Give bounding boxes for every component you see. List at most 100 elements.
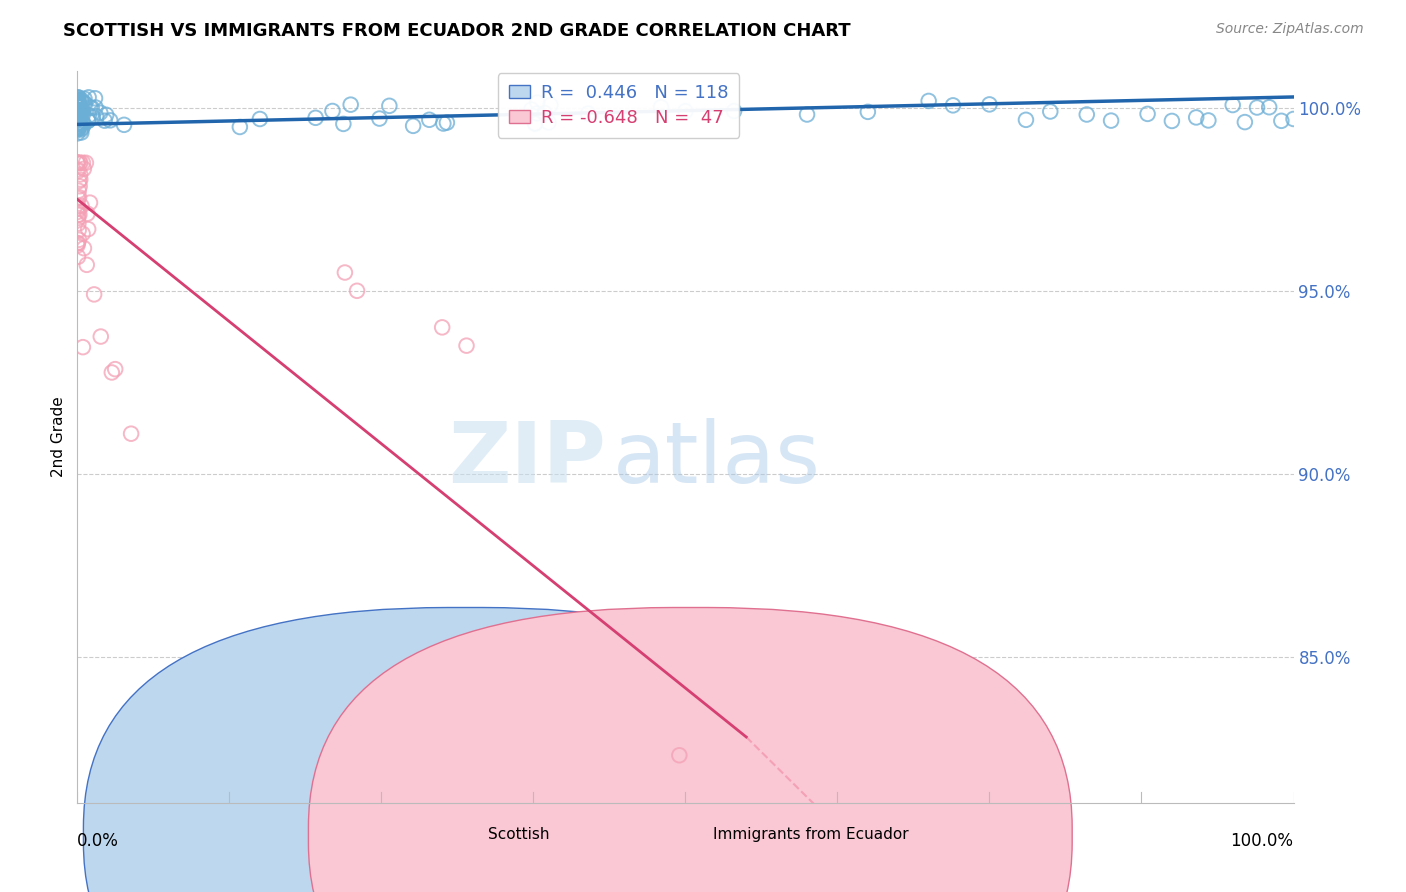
Point <box>524 117 547 131</box>
Point <box>1222 98 1244 112</box>
Point <box>346 284 368 298</box>
Point <box>1233 115 1256 129</box>
Point <box>84 109 107 123</box>
Point <box>67 120 90 135</box>
Point <box>96 108 118 122</box>
Point <box>333 266 356 280</box>
Point <box>533 106 555 120</box>
Point <box>70 106 93 120</box>
Point <box>80 101 103 115</box>
Point <box>101 366 124 380</box>
Y-axis label: 2nd Grade: 2nd Grade <box>51 397 66 477</box>
Point <box>321 103 343 118</box>
Point <box>93 113 115 128</box>
Point <box>77 90 100 104</box>
Point <box>67 190 90 204</box>
Point <box>69 168 91 182</box>
Point <box>1197 113 1219 128</box>
Point <box>66 97 89 112</box>
Text: Source: ZipAtlas.com: Source: ZipAtlas.com <box>1216 22 1364 37</box>
Point <box>79 195 101 210</box>
Point <box>66 93 89 107</box>
Point <box>436 115 458 129</box>
Point <box>66 99 89 113</box>
Point <box>1099 113 1122 128</box>
Point <box>70 199 93 213</box>
Point <box>66 97 89 112</box>
Point <box>66 111 89 125</box>
Point <box>98 113 121 128</box>
Point <box>66 205 89 219</box>
Point <box>77 113 100 128</box>
Point <box>72 116 94 130</box>
Point <box>66 156 89 170</box>
Point <box>67 211 90 225</box>
Point <box>67 217 90 231</box>
Point <box>73 118 96 132</box>
Point <box>75 156 97 170</box>
Point <box>66 238 89 252</box>
Point <box>576 106 599 120</box>
Point <box>918 94 941 108</box>
Point <box>66 117 89 131</box>
Point <box>537 115 560 129</box>
Point <box>66 122 89 136</box>
Point <box>249 112 271 126</box>
Point <box>796 107 818 121</box>
Point <box>72 107 94 121</box>
Point <box>66 94 89 108</box>
FancyBboxPatch shape <box>308 607 1073 892</box>
Point <box>675 104 697 119</box>
Point <box>69 97 91 112</box>
Point <box>67 184 90 198</box>
Point <box>66 94 89 108</box>
Point <box>66 162 89 177</box>
Point <box>1015 112 1038 127</box>
Point <box>418 112 440 127</box>
Text: Scottish: Scottish <box>488 828 550 842</box>
Point <box>1270 113 1292 128</box>
Point <box>70 126 93 140</box>
Point <box>66 199 89 213</box>
Point <box>66 156 89 170</box>
Point <box>66 116 89 130</box>
Point <box>1246 101 1268 115</box>
Point <box>77 222 100 236</box>
Point <box>66 93 89 107</box>
Point <box>1161 114 1184 128</box>
Point <box>67 164 90 178</box>
Point <box>73 161 96 176</box>
Point <box>69 156 91 170</box>
Point <box>1282 112 1305 126</box>
FancyBboxPatch shape <box>83 607 848 892</box>
Point <box>523 116 546 130</box>
Point <box>82 110 104 124</box>
Point <box>526 95 548 110</box>
Text: atlas: atlas <box>613 417 821 500</box>
Point <box>67 96 90 111</box>
Point <box>430 320 453 334</box>
Point <box>67 119 90 133</box>
Point <box>67 100 90 114</box>
Point <box>72 227 94 241</box>
Point <box>69 172 91 186</box>
Point <box>67 192 90 206</box>
Point <box>723 103 745 118</box>
Point <box>73 241 96 255</box>
Point <box>332 117 354 131</box>
Point <box>979 97 1001 112</box>
Point <box>69 118 91 132</box>
Point <box>378 99 401 113</box>
Point <box>67 116 90 130</box>
Point <box>90 329 112 343</box>
Point <box>456 339 478 353</box>
Text: SCOTTISH VS IMMIGRANTS FROM ECUADOR 2ND GRADE CORRELATION CHART: SCOTTISH VS IMMIGRANTS FROM ECUADOR 2ND … <box>63 22 851 40</box>
Point <box>67 103 90 118</box>
Point <box>520 103 543 117</box>
Point <box>66 112 89 126</box>
Point <box>66 121 89 136</box>
Point <box>66 156 89 170</box>
Point <box>83 287 105 301</box>
Point <box>67 202 90 216</box>
Point <box>67 109 90 123</box>
